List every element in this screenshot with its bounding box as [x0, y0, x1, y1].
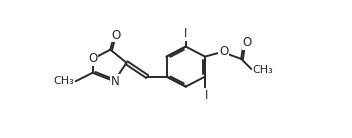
- Text: I: I: [184, 27, 188, 40]
- Text: O: O: [243, 36, 252, 49]
- Text: CH₃: CH₃: [54, 76, 74, 86]
- Text: I: I: [205, 89, 208, 102]
- Text: O: O: [219, 45, 228, 58]
- Text: N: N: [111, 75, 119, 88]
- Text: O: O: [111, 29, 120, 42]
- Text: CH₃: CH₃: [252, 65, 273, 75]
- Text: O: O: [88, 52, 97, 65]
